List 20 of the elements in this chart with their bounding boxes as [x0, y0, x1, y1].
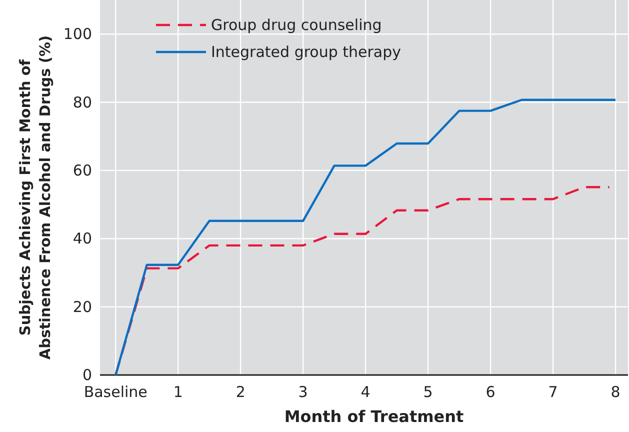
legend-label: Group drug counseling — [211, 16, 382, 34]
y-tick-label: 20 — [72, 298, 92, 316]
x-tick-label: 5 — [423, 383, 433, 401]
x-tick-label: 6 — [486, 383, 496, 401]
x-tick-label: 2 — [236, 383, 246, 401]
legend-label: Integrated group therapy — [211, 43, 402, 61]
y-tick-label: 40 — [72, 230, 92, 248]
y-tick-label: 0 — [82, 366, 92, 384]
x-axis-title: Month of Treatment — [284, 407, 464, 426]
x-tick-label: 1 — [173, 383, 183, 401]
y-tick-label: 80 — [72, 93, 92, 112]
y-tick-label: 60 — [72, 161, 92, 180]
line-series — [114, 98, 617, 376]
x-tick-label: 3 — [298, 383, 308, 401]
x-tick-label: 8 — [610, 383, 620, 401]
y-tick-label: 100 — [63, 25, 92, 44]
x-tick-label: 4 — [360, 383, 370, 401]
x-tick-label: 7 — [548, 383, 558, 401]
y-axis-title: Subjects Achieving First Month of Abstinence From Alcohol and Drugs (%) — [18, 35, 54, 360]
x-tick-label: Baseline — [84, 383, 148, 401]
